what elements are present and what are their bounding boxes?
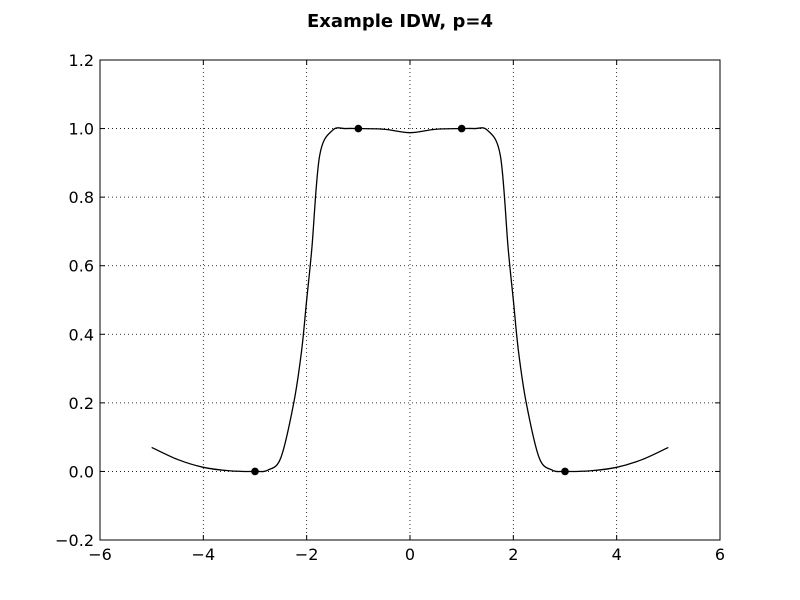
data-point (457, 124, 466, 133)
x-tick-label: 0 (405, 545, 415, 564)
x-tick-label: −4 (192, 545, 216, 564)
y-tick-label: 0.8 (69, 188, 94, 207)
y-tick-label: 0.6 (69, 257, 94, 276)
y-tick-label: −0.2 (55, 531, 94, 550)
axes-frame (99, 59, 721, 541)
x-tick-label: 6 (715, 545, 725, 564)
x-tick-label: 4 (612, 545, 622, 564)
grid-lines (100, 60, 720, 540)
x-tick-label: −6 (88, 545, 112, 564)
data-point (354, 124, 363, 133)
y-tick-label: 1.2 (69, 51, 94, 70)
chart-title: Example IDW, p=4 (307, 11, 493, 32)
plot-area (151, 124, 669, 476)
x-axis-ticks: −6 −4 −2 0 2 4 6 (88, 60, 725, 564)
y-tick-label: 1.0 (69, 120, 94, 139)
y-axis-ticks: −0.2 0.0 0.2 0.4 0.6 0.8 1.0 1.2 (55, 51, 720, 550)
series-line (151, 127, 669, 473)
x-tick-label: −2 (295, 545, 319, 564)
data-point (251, 467, 259, 476)
y-tick-label: 0.4 (69, 325, 94, 344)
data-point (561, 467, 569, 476)
x-tick-label: 2 (508, 545, 518, 564)
y-tick-label: 0.2 (69, 394, 94, 413)
y-tick-label: 0.0 (69, 462, 94, 481)
